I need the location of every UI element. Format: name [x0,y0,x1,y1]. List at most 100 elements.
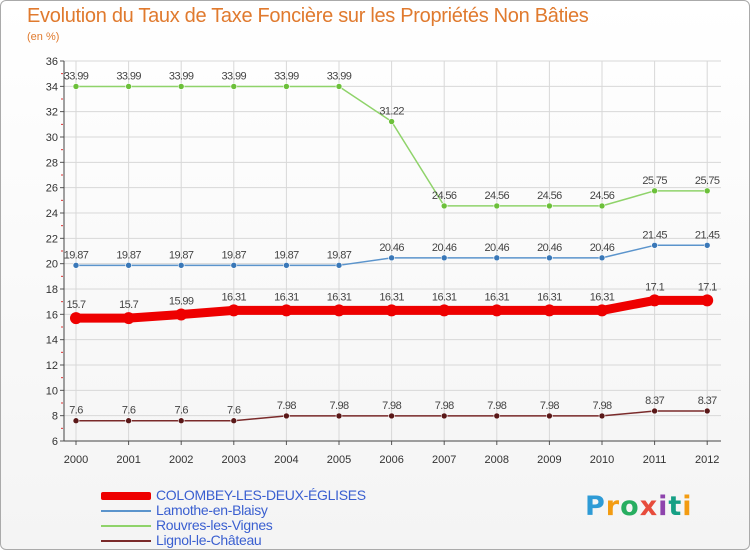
series-group [70,83,714,425]
data-label: 19.87 [274,249,299,261]
proxiti-logo: Proxiti [585,491,693,522]
data-label: 7.98 [435,400,454,412]
data-point [651,242,658,249]
data-label: 21.45 [642,229,667,241]
data-label: 25.75 [642,175,667,187]
data-label: 7.98 [329,400,348,412]
data-point [598,412,606,420]
y-tick-label: 10 [46,385,58,397]
y-tick-label: 26 [46,183,58,195]
data-label: 16.31 [432,291,457,303]
data-label: 7.98 [540,400,559,412]
y-axis-unit-label: (en %) [27,31,60,43]
x-tick-label: 2001 [116,454,140,466]
data-point [493,412,501,420]
data-label: 16.31 [222,291,247,303]
data-point [230,83,238,90]
data-point [230,417,238,425]
x-tick-label: 2005 [327,454,351,466]
x-tick-label: 2012 [695,454,719,466]
data-label: 33.99 [169,70,194,82]
data-point [440,412,448,420]
legend-label: Lamothe-en-Blaisy [156,502,268,518]
data-label: 7.6 [174,405,188,417]
data-point [648,294,661,307]
data-point [335,262,343,269]
data-labels: 15.7 15.7 15.99 16.31 16.31 16.31 16.31 16.31 16… [64,70,721,417]
x-tick-label: 2002 [169,454,193,466]
data-point [388,118,395,125]
y-tick-label: 22 [46,233,58,245]
data-point [440,202,448,210]
data-label: 8.37 [645,395,664,407]
y-tick-label: 18 [46,284,58,296]
legend-swatch-rouvres [101,525,151,527]
data-point [493,254,501,262]
y-tick-label: 14 [46,335,58,347]
data-point [72,262,80,269]
data-label: 20.46 [537,242,562,254]
data-label: 7.98 [487,400,506,412]
data-label: 33.99 [274,70,299,82]
legend-label: COLOMBEY-LES-DEUX-ÉGLISES [156,487,366,503]
data-point [333,304,345,317]
data-label: 7.98 [592,400,611,412]
data-label: 16.31 [274,291,299,303]
data-label: 16.31 [485,291,510,303]
data-point [72,417,80,425]
data-point [651,407,658,415]
data-point [388,254,395,262]
x-tick-label: 2003 [222,454,246,466]
x-tick-label: 2004 [274,454,298,466]
data-label: 24.56 [485,190,510,202]
data-label: 19.87 [222,249,247,261]
data-point [177,83,185,90]
data-label: 15.99 [169,295,194,307]
data-label: 19.87 [116,249,141,261]
data-label: 8.37 [698,395,717,407]
data-point [125,417,132,425]
data-label: 24.56 [590,190,615,202]
data-label: 16.31 [537,291,562,303]
data-point [546,412,553,420]
data-point [703,187,711,195]
data-point [490,304,503,317]
data-point [335,83,343,90]
data-label: 15.7 [119,299,138,311]
y-tick-label: 34 [46,81,58,93]
data-point [227,304,240,317]
data-label: 19.87 [169,249,194,261]
data-point [72,83,80,90]
data-label: 33.99 [116,70,141,82]
legend-swatch-colombey [101,492,151,500]
data-point [230,262,238,269]
data-label: 17.1 [698,281,717,293]
data-label: 31.22 [379,106,404,118]
y-tick-label: 24 [46,208,58,220]
data-label: 7.6 [122,405,136,417]
data-label: 19.87 [64,249,89,261]
x-tick-label: 2000 [64,454,88,466]
legend-label: Lignol-le-Château [156,532,262,548]
data-point [438,304,451,317]
data-label: 24.56 [432,190,457,202]
data-point [546,202,553,210]
y-tick-label: 8 [52,411,58,423]
data-label: 25.75 [695,175,720,187]
data-point [70,312,82,325]
y-tick-label: 6 [52,436,58,448]
data-point [701,294,714,307]
data-label: 16.31 [590,291,615,303]
data-label: 20.46 [590,242,615,254]
data-label: 16.31 [327,291,352,303]
data-label: 20.46 [379,242,404,254]
data-point [546,254,553,262]
data-point [175,308,188,321]
y-tick-label: 20 [46,259,58,271]
data-label: 15.7 [66,299,85,311]
data-point [703,242,711,249]
data-point [388,412,395,420]
x-tick-label: 2007 [432,454,456,466]
